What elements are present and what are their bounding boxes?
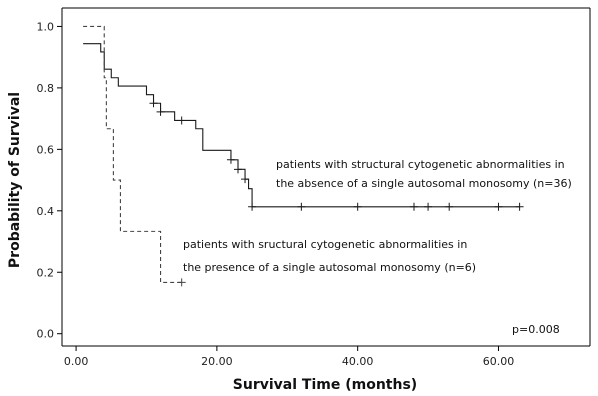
- x-axis-title: Survival Time (months): [233, 377, 417, 393]
- censor-mark: [445, 202, 454, 211]
- y-tick-label: 0.8: [37, 82, 55, 95]
- censor-mark: [156, 107, 165, 116]
- y-tick-label: 0.6: [37, 143, 55, 156]
- censor-mark: [424, 202, 433, 211]
- ticks: 0.00 20.00 40.00 60.00 0.0 0.2 0.4 0.6 0.8 1.0: [37, 20, 515, 368]
- annotation-solid-line2: the absence of a single autosomal monoso…: [276, 177, 572, 190]
- censor-mark: [149, 99, 158, 108]
- y-tick-label: 0.0: [37, 328, 55, 341]
- y-tick-label: 0.4: [37, 205, 55, 218]
- x-tick-label: 40.00: [342, 355, 374, 368]
- x-tick-label: 20.00: [201, 355, 233, 368]
- curve-presence-monosomy: [83, 25, 182, 283]
- annotation-dashed-line1: patients with sructural cytogenetic abno…: [183, 238, 467, 251]
- p-value: p=0.008: [512, 323, 560, 336]
- censor-mark: [248, 202, 257, 211]
- censor-mark: [177, 278, 186, 287]
- censor-mark: [353, 202, 362, 211]
- censor-mark: [177, 116, 186, 125]
- x-tick-label: 0.00: [64, 355, 89, 368]
- censor-mark: [241, 175, 250, 184]
- axes: [61, 7, 591, 347]
- y-tick-label: 0.2: [37, 266, 55, 279]
- y-tick-label: 1.0: [37, 20, 55, 33]
- censor-mark: [234, 165, 242, 174]
- censor-mark: [297, 202, 306, 211]
- annotation-dashed-line2: the presence of a single autosomal monos…: [183, 261, 476, 274]
- annotation-solid-line1: patients with structural cytogenetic abn…: [276, 158, 565, 171]
- censor-mark: [515, 202, 524, 211]
- censor-mark: [410, 202, 418, 211]
- survival-curves: [83, 25, 524, 287]
- censor-mark: [494, 202, 503, 211]
- censor-mark: [226, 155, 235, 164]
- y-axis-title: Probability of Survival: [7, 92, 23, 268]
- x-tick-label: 60.00: [483, 355, 515, 368]
